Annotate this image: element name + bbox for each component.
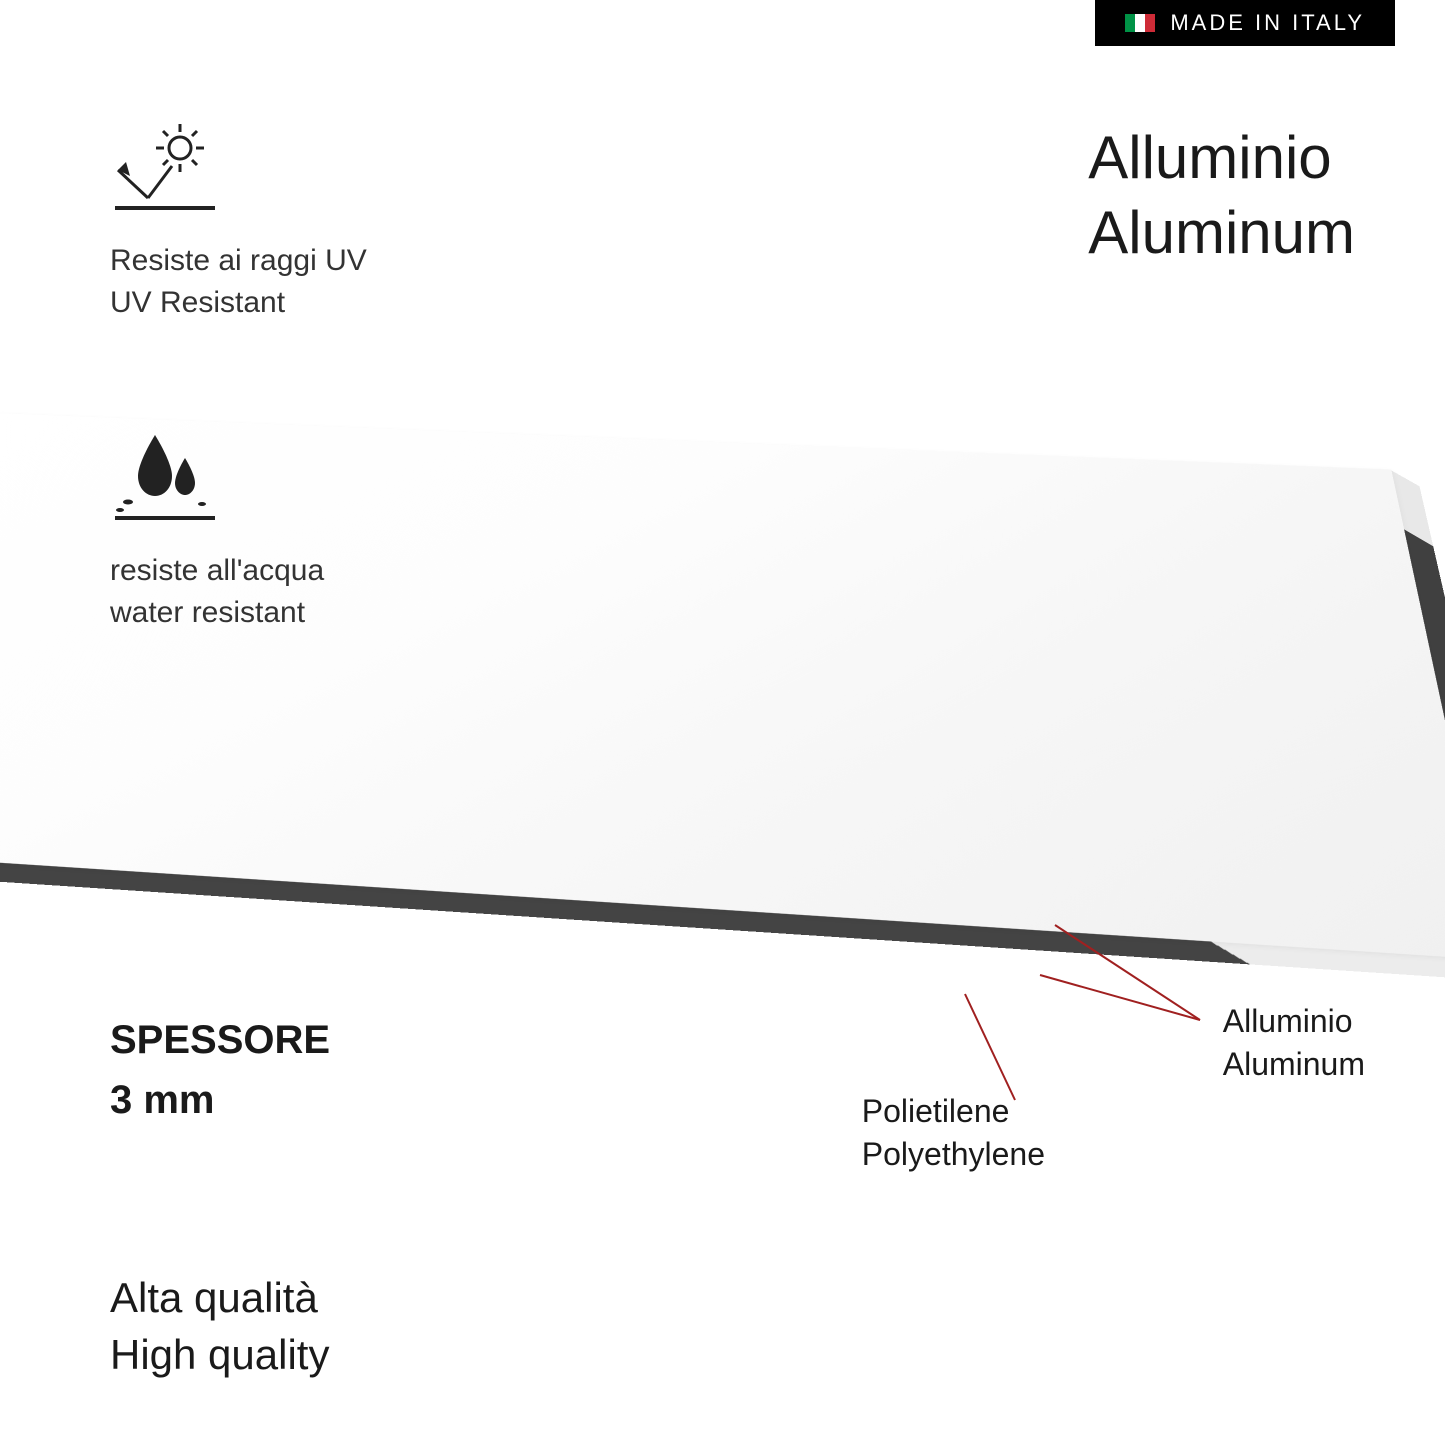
water-text-it: resiste all'acqua bbox=[110, 550, 324, 592]
badge-label: MADE IN ITALY bbox=[1170, 10, 1365, 36]
water-text-block: resiste all'acqua water resistant bbox=[110, 550, 324, 634]
layer-polyethylene-label: Polietilene Polyethylene bbox=[862, 1090, 1045, 1176]
outer-layer-en: Aluminum bbox=[1223, 1043, 1365, 1086]
uv-text-block: Resiste ai raggi UV UV Resistant bbox=[110, 240, 367, 324]
title-line-it: Alluminio bbox=[1088, 120, 1355, 195]
uv-resistant-section: Resiste ai raggi UV UV Resistant bbox=[110, 120, 367, 324]
water-resistant-section: resiste all'acqua water resistant bbox=[110, 430, 324, 634]
thickness-label: SPESSORE bbox=[110, 1010, 330, 1070]
made-in-italy-badge: MADE IN ITALY bbox=[1095, 0, 1395, 46]
title-line-en: Aluminum bbox=[1088, 195, 1355, 270]
uv-text-en: UV Resistant bbox=[110, 282, 367, 324]
quality-line-it: Alta qualità bbox=[110, 1270, 329, 1327]
thickness-value: 3 mm bbox=[110, 1070, 330, 1130]
water-drops-icon bbox=[110, 430, 220, 530]
material-title: Alluminio Aluminum bbox=[1088, 120, 1355, 270]
layer-aluminum-label: Alluminio Aluminum bbox=[1223, 1000, 1365, 1086]
core-layer-en: Polyethylene bbox=[862, 1133, 1045, 1176]
thickness-section: SPESSORE 3 mm bbox=[110, 1010, 330, 1130]
core-layer-it: Polietilene bbox=[862, 1090, 1045, 1133]
water-text-en: water resistant bbox=[110, 592, 324, 634]
flag-stripe-red bbox=[1145, 14, 1155, 32]
outer-layer-it: Alluminio bbox=[1223, 1000, 1365, 1043]
uv-text-it: Resiste ai raggi UV bbox=[110, 240, 367, 282]
flag-stripe-green bbox=[1125, 14, 1135, 32]
sun-uv-icon bbox=[110, 120, 220, 220]
quality-section: Alta qualità High quality bbox=[110, 1270, 329, 1383]
quality-line-en: High quality bbox=[110, 1327, 329, 1384]
italy-flag-icon bbox=[1125, 14, 1155, 32]
flag-stripe-white bbox=[1135, 14, 1145, 32]
